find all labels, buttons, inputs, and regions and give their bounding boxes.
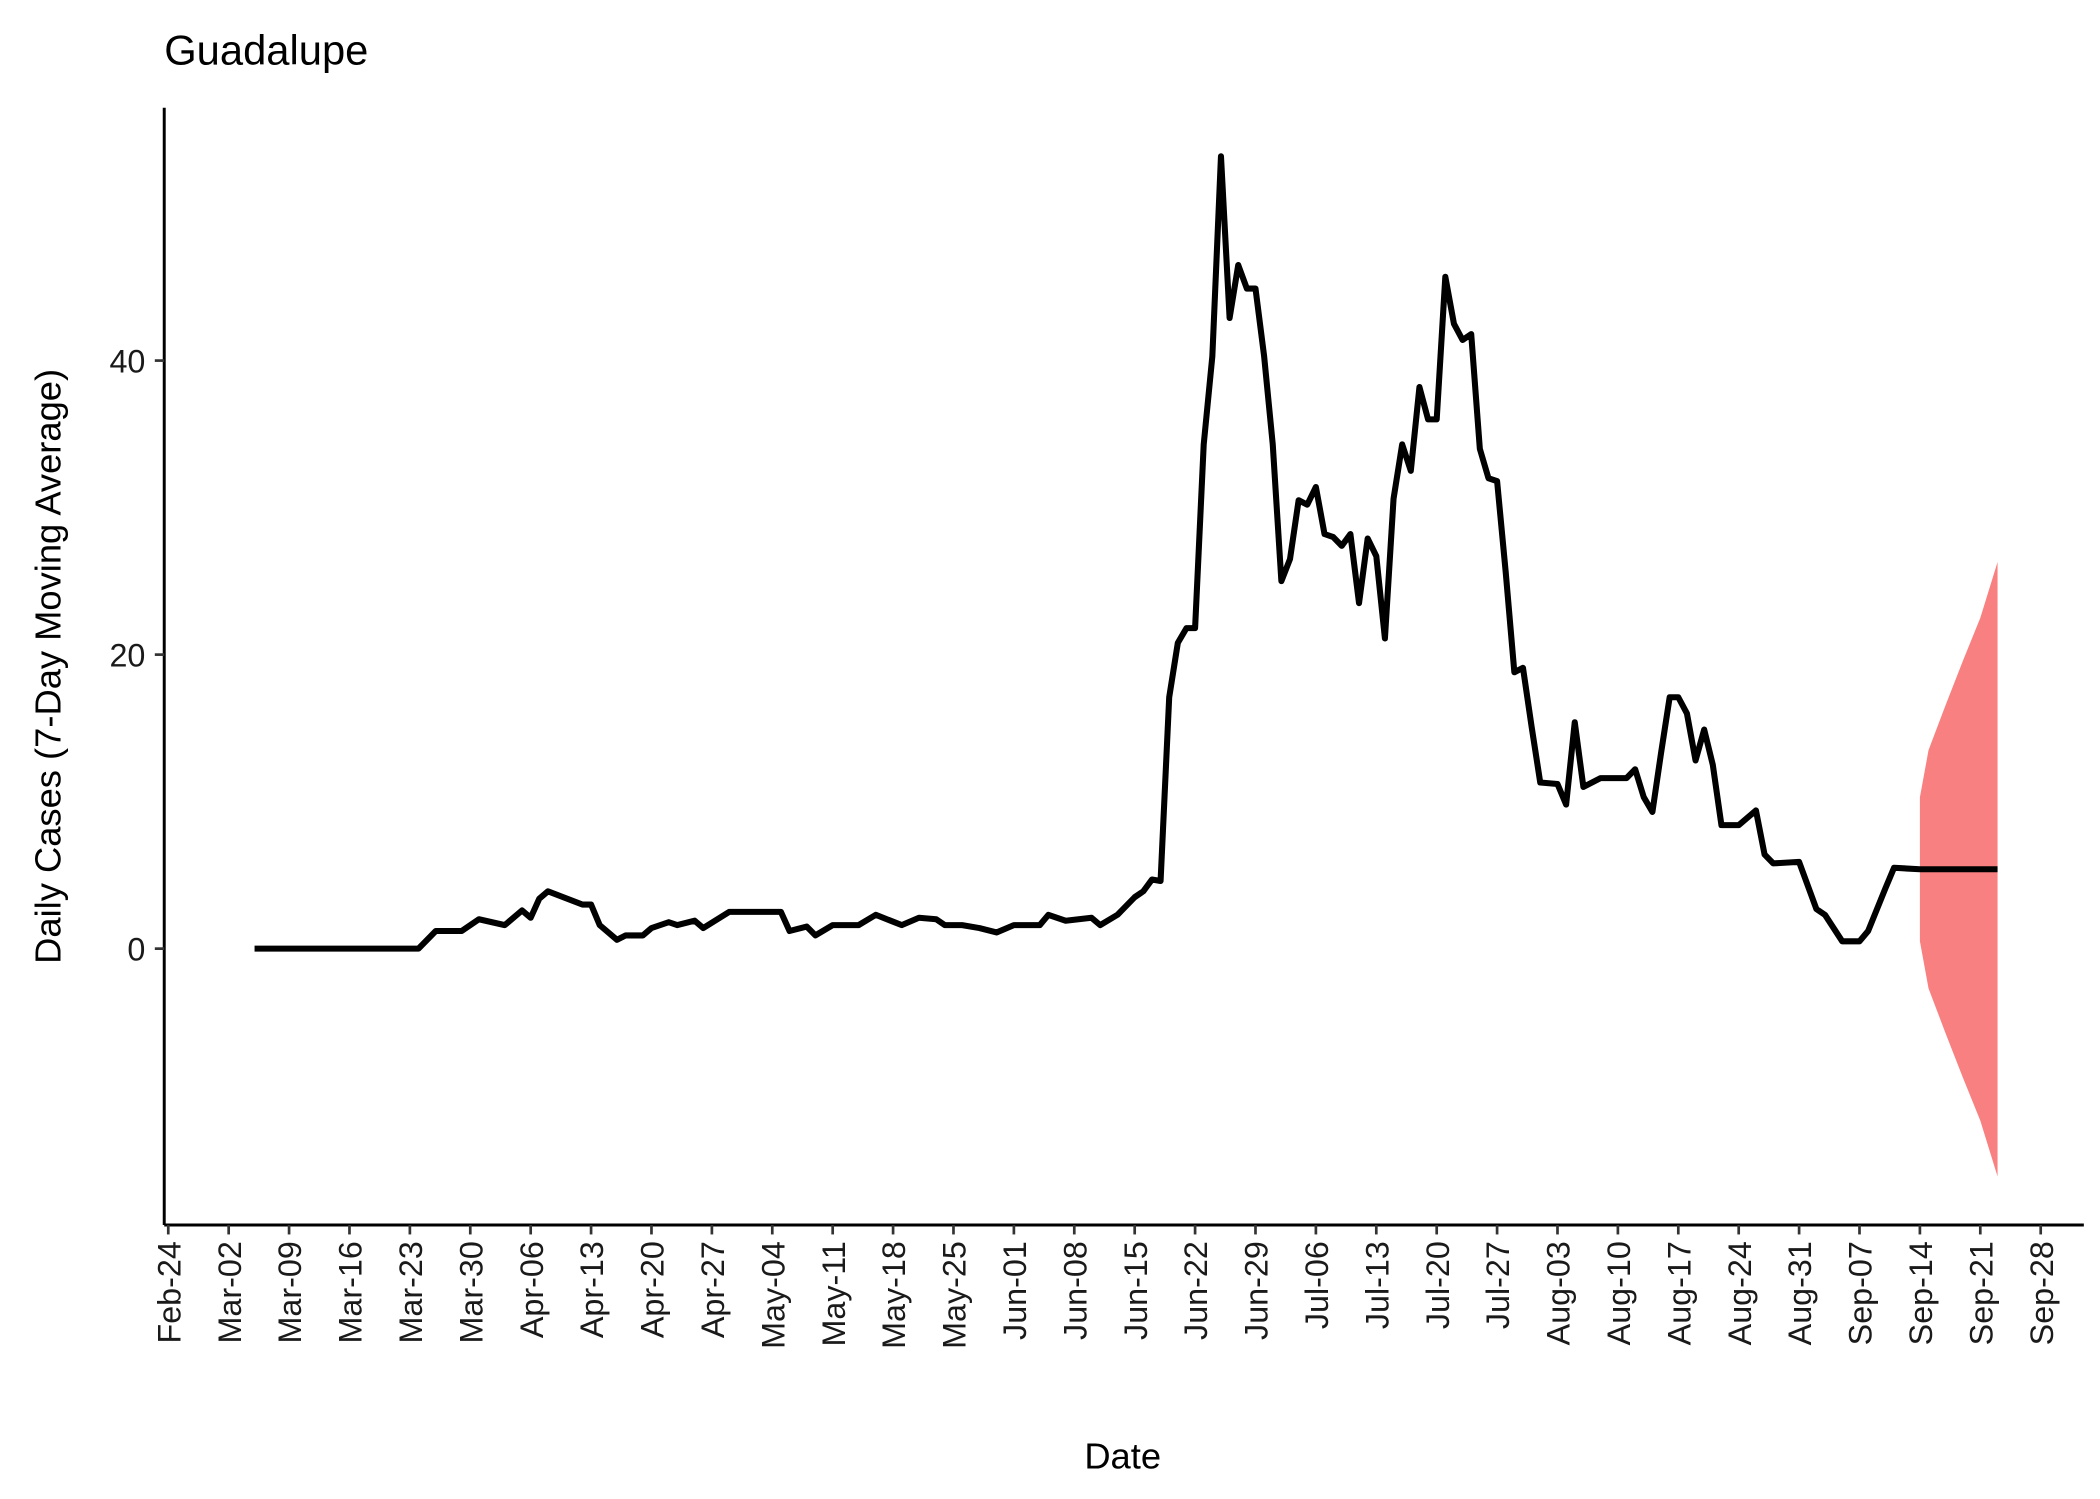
x-tick-label: May-18 bbox=[876, 1241, 912, 1349]
y-tick-label: 0 bbox=[127, 932, 145, 968]
x-tick-label: Aug-31 bbox=[1782, 1241, 1818, 1345]
x-tick-label: Jul-06 bbox=[1299, 1241, 1335, 1329]
x-tick-label: Jul-20 bbox=[1420, 1241, 1456, 1329]
x-tick-label: Mar-02 bbox=[212, 1241, 248, 1343]
x-tick-label: Jun-22 bbox=[1178, 1241, 1214, 1340]
y-tick-label: 40 bbox=[109, 344, 145, 380]
x-axis-label: Date bbox=[1084, 1436, 1161, 1477]
x-tick-label: Mar-09 bbox=[272, 1241, 308, 1343]
x-tick-label: May-04 bbox=[755, 1241, 791, 1349]
x-tick-label: Jun-15 bbox=[1118, 1241, 1154, 1340]
x-tick-label: Jun-08 bbox=[1057, 1241, 1093, 1340]
x-tick-label: Mar-30 bbox=[453, 1241, 489, 1343]
x-tick-label: Jul-13 bbox=[1359, 1241, 1395, 1329]
x-tick-label: Mar-23 bbox=[393, 1241, 429, 1343]
x-tick-label: Apr-13 bbox=[574, 1241, 610, 1338]
y-tick-label: 20 bbox=[109, 638, 145, 674]
x-tick-label: Jun-01 bbox=[997, 1241, 1033, 1340]
x-tick-label: May-11 bbox=[816, 1241, 852, 1346]
x-tick-label: Jul-27 bbox=[1480, 1241, 1516, 1329]
x-tick-label: Sep-14 bbox=[1903, 1241, 1939, 1345]
x-tick-label: Sep-21 bbox=[1963, 1241, 1999, 1345]
x-tick-label: Feb-24 bbox=[151, 1241, 187, 1343]
y-axis-label: Daily Cases (7-Day Moving Average) bbox=[28, 369, 69, 964]
data-line bbox=[254, 153, 1998, 952]
x-tick-label: Sep-07 bbox=[1843, 1241, 1879, 1345]
x-tick-label: Aug-10 bbox=[1601, 1241, 1637, 1345]
x-tick-label: Aug-03 bbox=[1541, 1241, 1577, 1345]
x-tick-label: Mar-16 bbox=[333, 1241, 369, 1343]
x-tick-label: Aug-24 bbox=[1722, 1241, 1758, 1345]
x-tick-label: May-25 bbox=[937, 1241, 973, 1349]
x-tick-label: Apr-27 bbox=[695, 1241, 731, 1338]
x-tick-label: Jun-29 bbox=[1239, 1241, 1275, 1340]
chart-title: Guadalupe bbox=[164, 27, 368, 74]
x-tick-label: Apr-20 bbox=[635, 1241, 671, 1338]
x-tick-label: Sep-28 bbox=[2024, 1241, 2060, 1345]
x-tick-label: Aug-17 bbox=[1661, 1241, 1697, 1345]
x-tick-label: Apr-06 bbox=[514, 1241, 550, 1338]
